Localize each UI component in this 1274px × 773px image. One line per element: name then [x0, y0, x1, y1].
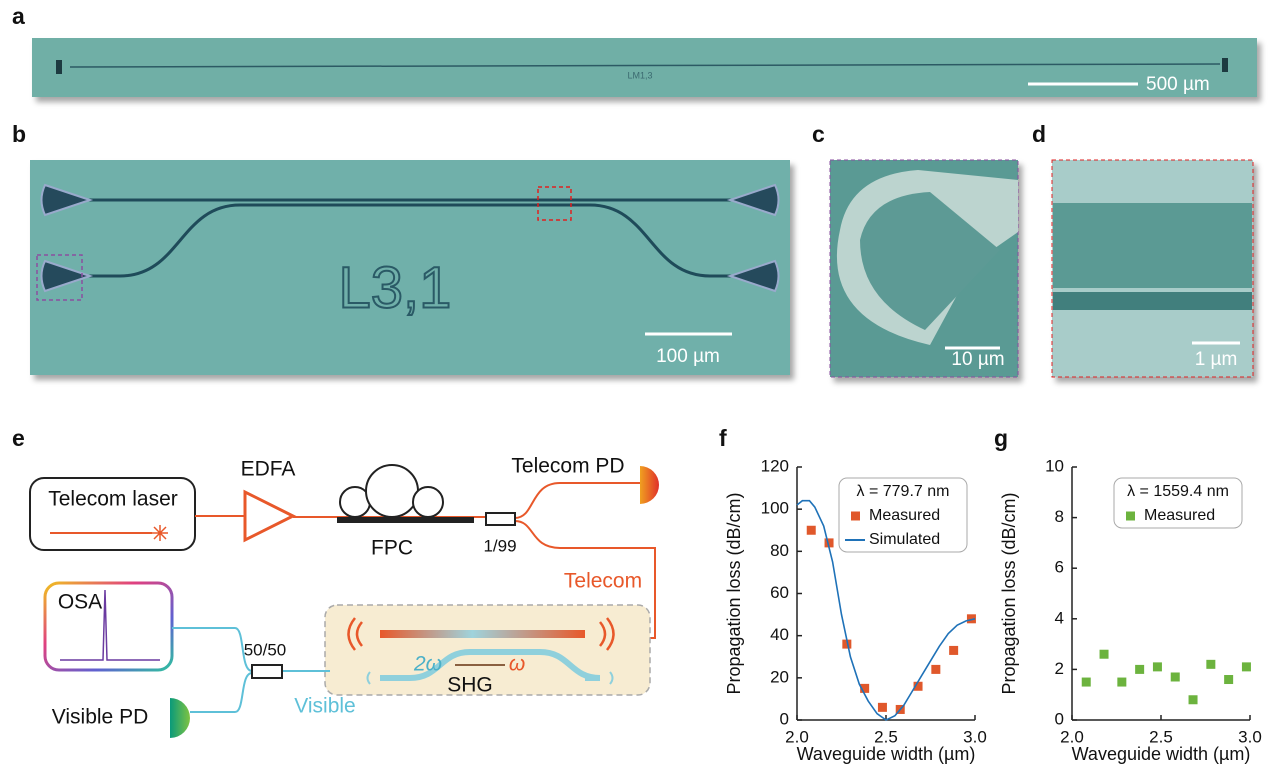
marker [1189, 695, 1198, 704]
coupler [56, 60, 62, 74]
scale-bar-label: 1 µm [1195, 349, 1238, 370]
osa-label: OSA [58, 591, 102, 614]
splitter-label: 50/50 [244, 640, 287, 659]
shg-label: SHG [447, 674, 493, 697]
y-tick-label: 0 [1055, 709, 1064, 728]
marker [878, 703, 887, 712]
visible-label: Visible [294, 695, 355, 718]
pd-label: Telecom PD [511, 455, 624, 478]
panel-label: a [12, 3, 25, 29]
photodetector [640, 466, 659, 504]
splitter-label: 1/99 [483, 536, 516, 555]
y-tick-label: 80 [770, 541, 789, 560]
y-tick-label: 2 [1055, 659, 1064, 678]
legend-label: Simulated [869, 531, 940, 548]
fundamental-label: ω [509, 653, 525, 676]
waveguide [380, 630, 585, 638]
edfa-symbol [245, 492, 293, 540]
chip-label: L3,1 [339, 255, 452, 320]
legend-title: λ = 779.7 nm [857, 483, 950, 500]
shape [190, 673, 252, 712]
y-axis-label: Propagation loss (dB/cm) [999, 492, 1019, 694]
y-tick-label: 40 [770, 625, 789, 644]
y-tick-label: 120 [761, 456, 789, 475]
marker [807, 526, 816, 535]
panel-label: f [719, 425, 727, 451]
chip-image [32, 38, 1257, 97]
laser-star [152, 525, 168, 541]
marker [1242, 662, 1251, 671]
y-tick-label: 60 [770, 583, 789, 602]
x-axis-label: Waveguide width (µm) [797, 744, 976, 764]
coupler [1222, 58, 1228, 72]
y-tick-label: 8 [1055, 507, 1064, 526]
shape [366, 465, 418, 517]
sh-label: 2ω [413, 653, 442, 676]
figure: a LM1,3 500 µm b L3,1 100 µm c 10 µm d 1… [0, 0, 1274, 773]
scale-bar-label: 10 µm [951, 349, 1004, 370]
y-tick-label: 100 [761, 499, 789, 518]
shape [172, 628, 252, 671]
pd-label: Visible PD [52, 706, 149, 729]
y-tick-label: 6 [1055, 558, 1064, 577]
panel-label: c [812, 121, 825, 147]
splitter [486, 513, 515, 525]
telecom-label: Telecom [564, 570, 642, 593]
legend-swatch [851, 512, 860, 521]
shape [338, 518, 473, 522]
marker [1171, 672, 1180, 681]
y-tick-label: 20 [770, 667, 789, 686]
legend-swatch [1126, 512, 1135, 521]
marker [1153, 662, 1162, 671]
panel-label: d [1032, 121, 1046, 147]
panel-label: e [12, 425, 25, 451]
marker [1135, 665, 1144, 674]
photodetector [170, 698, 190, 738]
marker [1224, 675, 1233, 684]
panel-label: b [12, 121, 26, 147]
y-tick-label: 4 [1055, 608, 1064, 627]
fpc-label: FPC [371, 537, 413, 560]
legend-label: Measured [1144, 507, 1215, 524]
scale-bar-label: 500 µm [1146, 74, 1210, 95]
laser-label: Telecom laser [48, 488, 178, 511]
legend-label: Measured [869, 507, 940, 524]
edfa-label: EDFA [241, 458, 296, 481]
y-tick-label: 0 [780, 709, 789, 728]
scale-bar-label: 100 µm [656, 346, 720, 367]
legend-title: λ = 1559.4 nm [1127, 483, 1229, 500]
waveguide [1053, 292, 1252, 310]
shape [413, 487, 443, 517]
x-axis-label: Waveguide width (µm) [1072, 744, 1251, 764]
marker [1206, 660, 1215, 669]
shape [515, 483, 640, 518]
chip-label: LM1,3 [627, 70, 652, 80]
y-tick-label: 10 [1045, 456, 1064, 475]
splitter [252, 665, 282, 678]
marker [1082, 678, 1091, 687]
marker [1100, 650, 1109, 659]
marker [1117, 678, 1126, 687]
fpc-symbol [338, 465, 473, 522]
waveguide [1053, 203, 1252, 288]
y-axis-label: Propagation loss (dB/cm) [724, 492, 744, 694]
panel-label: g [994, 425, 1008, 451]
marker [931, 665, 940, 674]
marker [949, 646, 958, 655]
